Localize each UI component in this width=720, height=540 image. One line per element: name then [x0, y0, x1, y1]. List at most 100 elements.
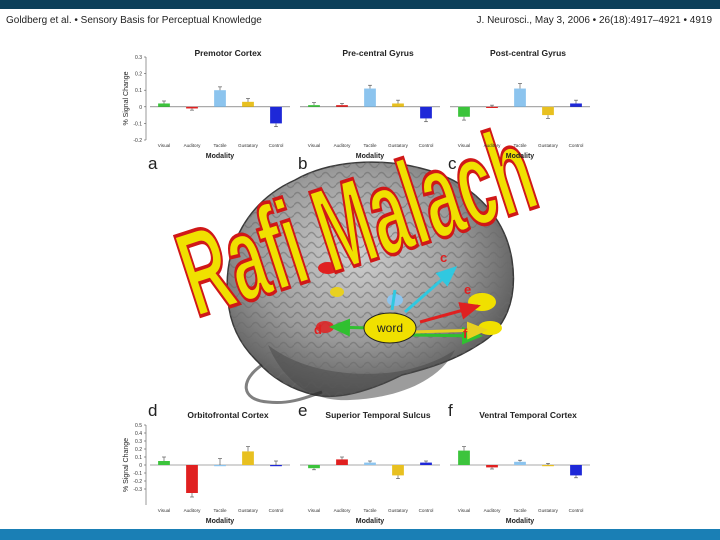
y-tick-label: -0.2: [133, 138, 142, 144]
y-tick-label: 0.1: [135, 88, 142, 94]
y-tick-label: -0.3: [133, 487, 142, 493]
y-tick-label: 0.2: [135, 72, 142, 78]
bar-auditory: [336, 105, 348, 107]
arrow-to-f: [411, 326, 483, 345]
category-label: Auditory: [184, 508, 202, 513]
bar-visual: [158, 461, 170, 465]
y-tick-label: 0.3: [135, 439, 142, 445]
bar-visual: [458, 450, 470, 465]
paper-header: Goldberg et al. • Sensory Basis for Perc…: [0, 10, 720, 32]
chart-panel-a: a Premotor Cortex 0.3 0.2 0.1 0 -0.1 -0.2 % Sign…: [123, 48, 290, 173]
category-label: Gustatory: [238, 508, 259, 513]
roi-precentral: [330, 287, 344, 297]
bar-control: [570, 103, 582, 107]
category-label: Gustatory: [538, 508, 559, 513]
x-axis-label: Modality: [356, 518, 384, 525]
y-axis-label: % Signal Change: [123, 71, 130, 125]
chart-title: Premotor Cortex: [194, 48, 261, 58]
chart-title: Orbitofrontal Cortex: [187, 410, 268, 420]
bar-gustatory: [392, 103, 404, 107]
y-tick-label: 0.1: [135, 455, 142, 461]
category-label: Auditory: [184, 143, 202, 148]
y-tick-label: 0.2: [135, 447, 142, 453]
chart-panel-d: d Orbitofrontal Cortex 0.5 0.4 0.3 0.2 0.1 0 -0.…: [123, 401, 290, 525]
panel-letter-d: d: [148, 401, 157, 420]
brainstem: [244, 363, 323, 405]
y-tick-label: -0.1: [133, 471, 142, 477]
bar-gustatory: [242, 451, 254, 465]
x-axis-label: Modality: [506, 153, 534, 160]
panel-letter-c: c: [448, 154, 457, 173]
category-label: Auditory: [334, 508, 352, 513]
arrow-up: [390, 289, 397, 311]
category-label: Gustatory: [388, 508, 409, 513]
brain-label-d: d: [314, 322, 322, 337]
word-bubble: [363, 312, 417, 344]
category-label: Visual: [458, 143, 470, 148]
roi-premotor: [318, 262, 338, 274]
bar-control: [420, 106, 432, 119]
word-label: word: [376, 321, 403, 335]
bar-visual: [308, 465, 320, 469]
chart-panel-f: f Ventral Temporal Cortex Visual Auditory Ta…: [448, 401, 590, 525]
category-label: Visual: [308, 508, 320, 513]
chart-title: Post-central Gyrus: [490, 48, 566, 58]
bar-visual: [458, 106, 470, 117]
category-label: Tactile: [513, 508, 526, 513]
panel-letter-a: a: [148, 154, 158, 173]
category-label: Control: [269, 143, 284, 148]
bar-tactile: [214, 90, 226, 107]
category-label: Control: [419, 143, 434, 148]
chart-title: Ventral Temporal Cortex: [479, 410, 577, 420]
roi-ventral-temporal: [478, 321, 502, 335]
x-axis-label: Modality: [506, 518, 534, 525]
bar-control: [270, 465, 282, 467]
y-tick-label: -0.2: [133, 479, 142, 485]
category-label: Control: [269, 508, 284, 513]
category-label: Gustatory: [538, 143, 559, 148]
chart-title: Pre-central Gyrus: [342, 48, 414, 58]
brain-label-a: a: [322, 260, 330, 275]
bar-control: [570, 465, 582, 476]
bar-gustatory: [242, 101, 254, 107]
bar-tactile: [364, 88, 376, 107]
y-tick-label: -0.1: [133, 121, 142, 127]
bar-gustatory: [542, 465, 554, 467]
top-bar: [0, 0, 720, 9]
bar-gustatory: [392, 465, 404, 476]
category-label: Visual: [158, 143, 170, 148]
category-label: Visual: [308, 143, 320, 148]
header-right-citation: J. Neurosci., May 3, 2006 • 26(18):4917–…: [476, 15, 712, 26]
bar-tactile: [214, 465, 226, 467]
bar-auditory: [186, 106, 198, 109]
chart-panel-c: c Post-central Gyrus Visual Auditory Tactile…: [448, 48, 590, 173]
y-tick-label: 0.3: [135, 55, 142, 61]
category-label: Tactile: [213, 143, 226, 148]
arrow-to-c: [404, 266, 458, 314]
bar-control: [420, 462, 432, 465]
x-axis-label: Modality: [206, 518, 234, 525]
category-label: Visual: [458, 508, 470, 513]
category-label: Auditory: [334, 143, 352, 148]
category-label: Tactile: [513, 143, 526, 148]
category-label: Control: [419, 508, 434, 513]
brain-illustration: word a b c d e f: [226, 161, 515, 405]
bar-visual: [308, 105, 320, 107]
brain-label-e: e: [464, 282, 471, 297]
arrow-yellow: [409, 321, 488, 340]
category-label: Auditory: [484, 143, 502, 148]
panel-letter-f: f: [448, 401, 453, 420]
bar-auditory: [186, 465, 198, 493]
bar-auditory: [486, 465, 498, 468]
brain-label-b: b: [345, 238, 353, 253]
arrow-to-e: [419, 302, 481, 324]
category-label: Tactile: [363, 143, 376, 148]
category-label: Gustatory: [388, 143, 409, 148]
bar-tactile: [514, 461, 526, 465]
category-label: Control: [569, 508, 584, 513]
bar-auditory: [336, 459, 348, 465]
bar-gustatory: [542, 106, 554, 116]
y-tick-label: 0.4: [135, 431, 142, 437]
